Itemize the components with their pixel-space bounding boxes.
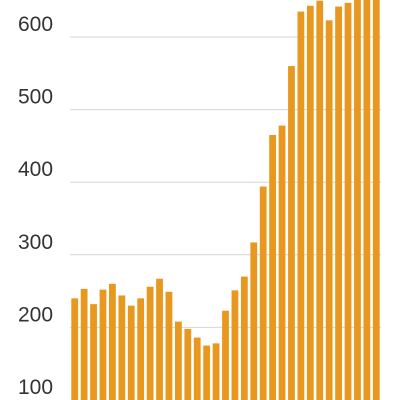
bar-11 <box>174 321 182 400</box>
bar-19 <box>250 242 258 400</box>
bar-6 <box>127 305 135 400</box>
bar-10 <box>165 291 173 400</box>
bar-25 <box>306 5 314 400</box>
bar-0 <box>71 298 79 400</box>
y-tick-label-200: 200 <box>18 303 53 326</box>
bar-12 <box>184 328 192 400</box>
bar-8 <box>146 286 154 400</box>
bar-22 <box>278 125 286 400</box>
bar-17 <box>231 290 239 400</box>
y-tick-label-300: 300 <box>18 231 53 254</box>
y-tick-label-500: 500 <box>18 86 53 109</box>
bar-20 <box>259 186 267 400</box>
y-tick-label-100: 100 <box>18 376 53 399</box>
bar-4 <box>109 283 116 400</box>
bar-16 <box>222 310 229 400</box>
bar-5 <box>118 295 126 400</box>
bar-23 <box>288 66 295 400</box>
bar-31 <box>363 0 371 400</box>
bar-14 <box>203 345 211 400</box>
y-tick-label-600: 600 <box>18 13 53 36</box>
bar-9 <box>156 278 163 400</box>
bar-27 <box>325 20 333 400</box>
bar-15 <box>212 343 220 400</box>
gridlines <box>70 36 381 328</box>
bar-26 <box>316 0 324 400</box>
bar-13 <box>193 337 201 400</box>
y-tick-labels: 100 200 300 400 500 600 <box>18 13 53 399</box>
bar-28 <box>335 6 342 400</box>
bar-32 <box>372 0 380 400</box>
bar-30 <box>354 0 361 400</box>
bar-2 <box>90 304 97 400</box>
bars <box>71 0 380 400</box>
bar-29 <box>344 2 352 400</box>
bar-18 <box>240 276 248 400</box>
bar-21 <box>269 135 277 400</box>
bar-3 <box>99 289 107 400</box>
bar-24 <box>297 11 305 400</box>
y-tick-label-400: 400 <box>18 158 53 181</box>
bar-7 <box>137 298 145 400</box>
bar-1 <box>80 288 88 400</box>
